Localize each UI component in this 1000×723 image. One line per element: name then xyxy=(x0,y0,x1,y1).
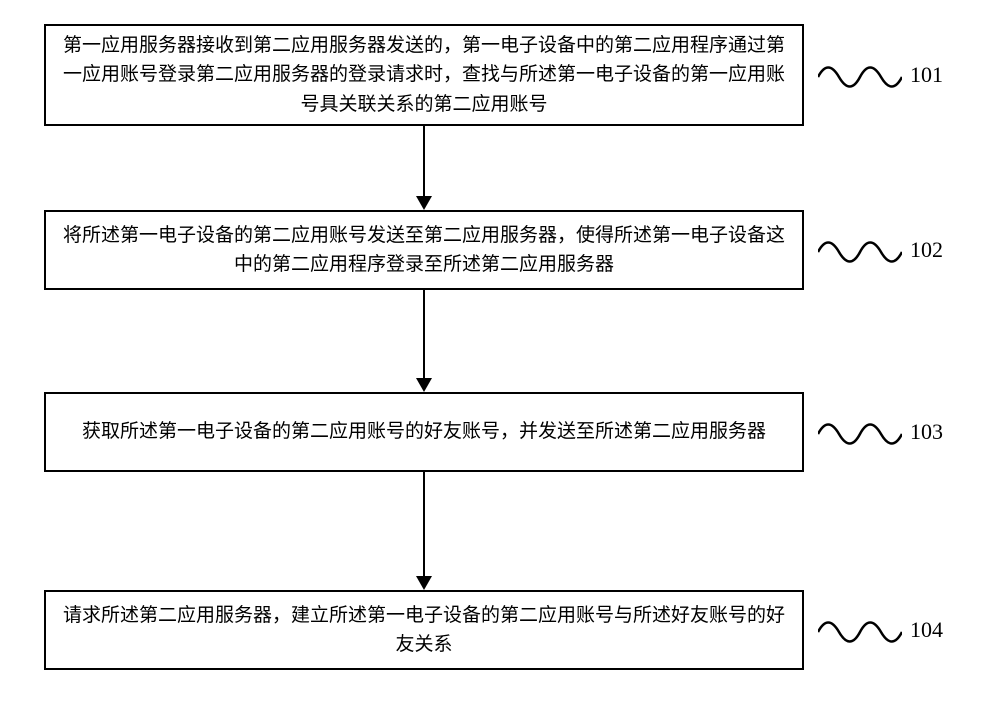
step-box-2: 将所述第一电子设备的第二应用账号发送至第二应用服务器，使得所述第一电子设备这中的… xyxy=(44,210,804,290)
step-box-1: 第一应用服务器接收到第二应用服务器发送的，第一电子设备中的第二应用程序通过第一应… xyxy=(44,24,804,126)
step-label-1: 101 xyxy=(910,62,943,88)
flowchart-container: 第一应用服务器接收到第二应用服务器发送的，第一电子设备中的第二应用程序通过第一应… xyxy=(0,0,1000,723)
arrow-head-3 xyxy=(416,576,432,590)
arrow-head-2 xyxy=(416,378,432,392)
step-label-4: 104 xyxy=(910,617,943,643)
arrow-line-2 xyxy=(423,290,425,378)
wave-connector-4 xyxy=(818,611,902,653)
step-text-3: 获取所述第一电子设备的第二应用账号的好友账号，并发送至所述第二应用服务器 xyxy=(82,417,766,446)
step-box-4: 请求所述第二应用服务器，建立所述第一电子设备的第二应用账号与所述好友账号的好友关… xyxy=(44,590,804,670)
step-box-3: 获取所述第一电子设备的第二应用账号的好友账号，并发送至所述第二应用服务器 xyxy=(44,392,804,472)
step-label-3: 103 xyxy=(910,419,943,445)
wave-connector-3 xyxy=(818,413,902,455)
arrow-line-3 xyxy=(423,472,425,576)
step-text-2: 将所述第一电子设备的第二应用账号发送至第二应用服务器，使得所述第一电子设备这中的… xyxy=(60,221,788,280)
step-text-1: 第一应用服务器接收到第二应用服务器发送的，第一电子设备中的第二应用程序通过第一应… xyxy=(60,31,788,119)
wave-connector-2 xyxy=(818,231,902,273)
step-text-4: 请求所述第二应用服务器，建立所述第一电子设备的第二应用账号与所述好友账号的好友关… xyxy=(60,601,788,660)
step-label-2: 102 xyxy=(910,237,943,263)
wave-connector-1 xyxy=(818,56,902,98)
arrow-head-1 xyxy=(416,196,432,210)
arrow-line-1 xyxy=(423,126,425,196)
